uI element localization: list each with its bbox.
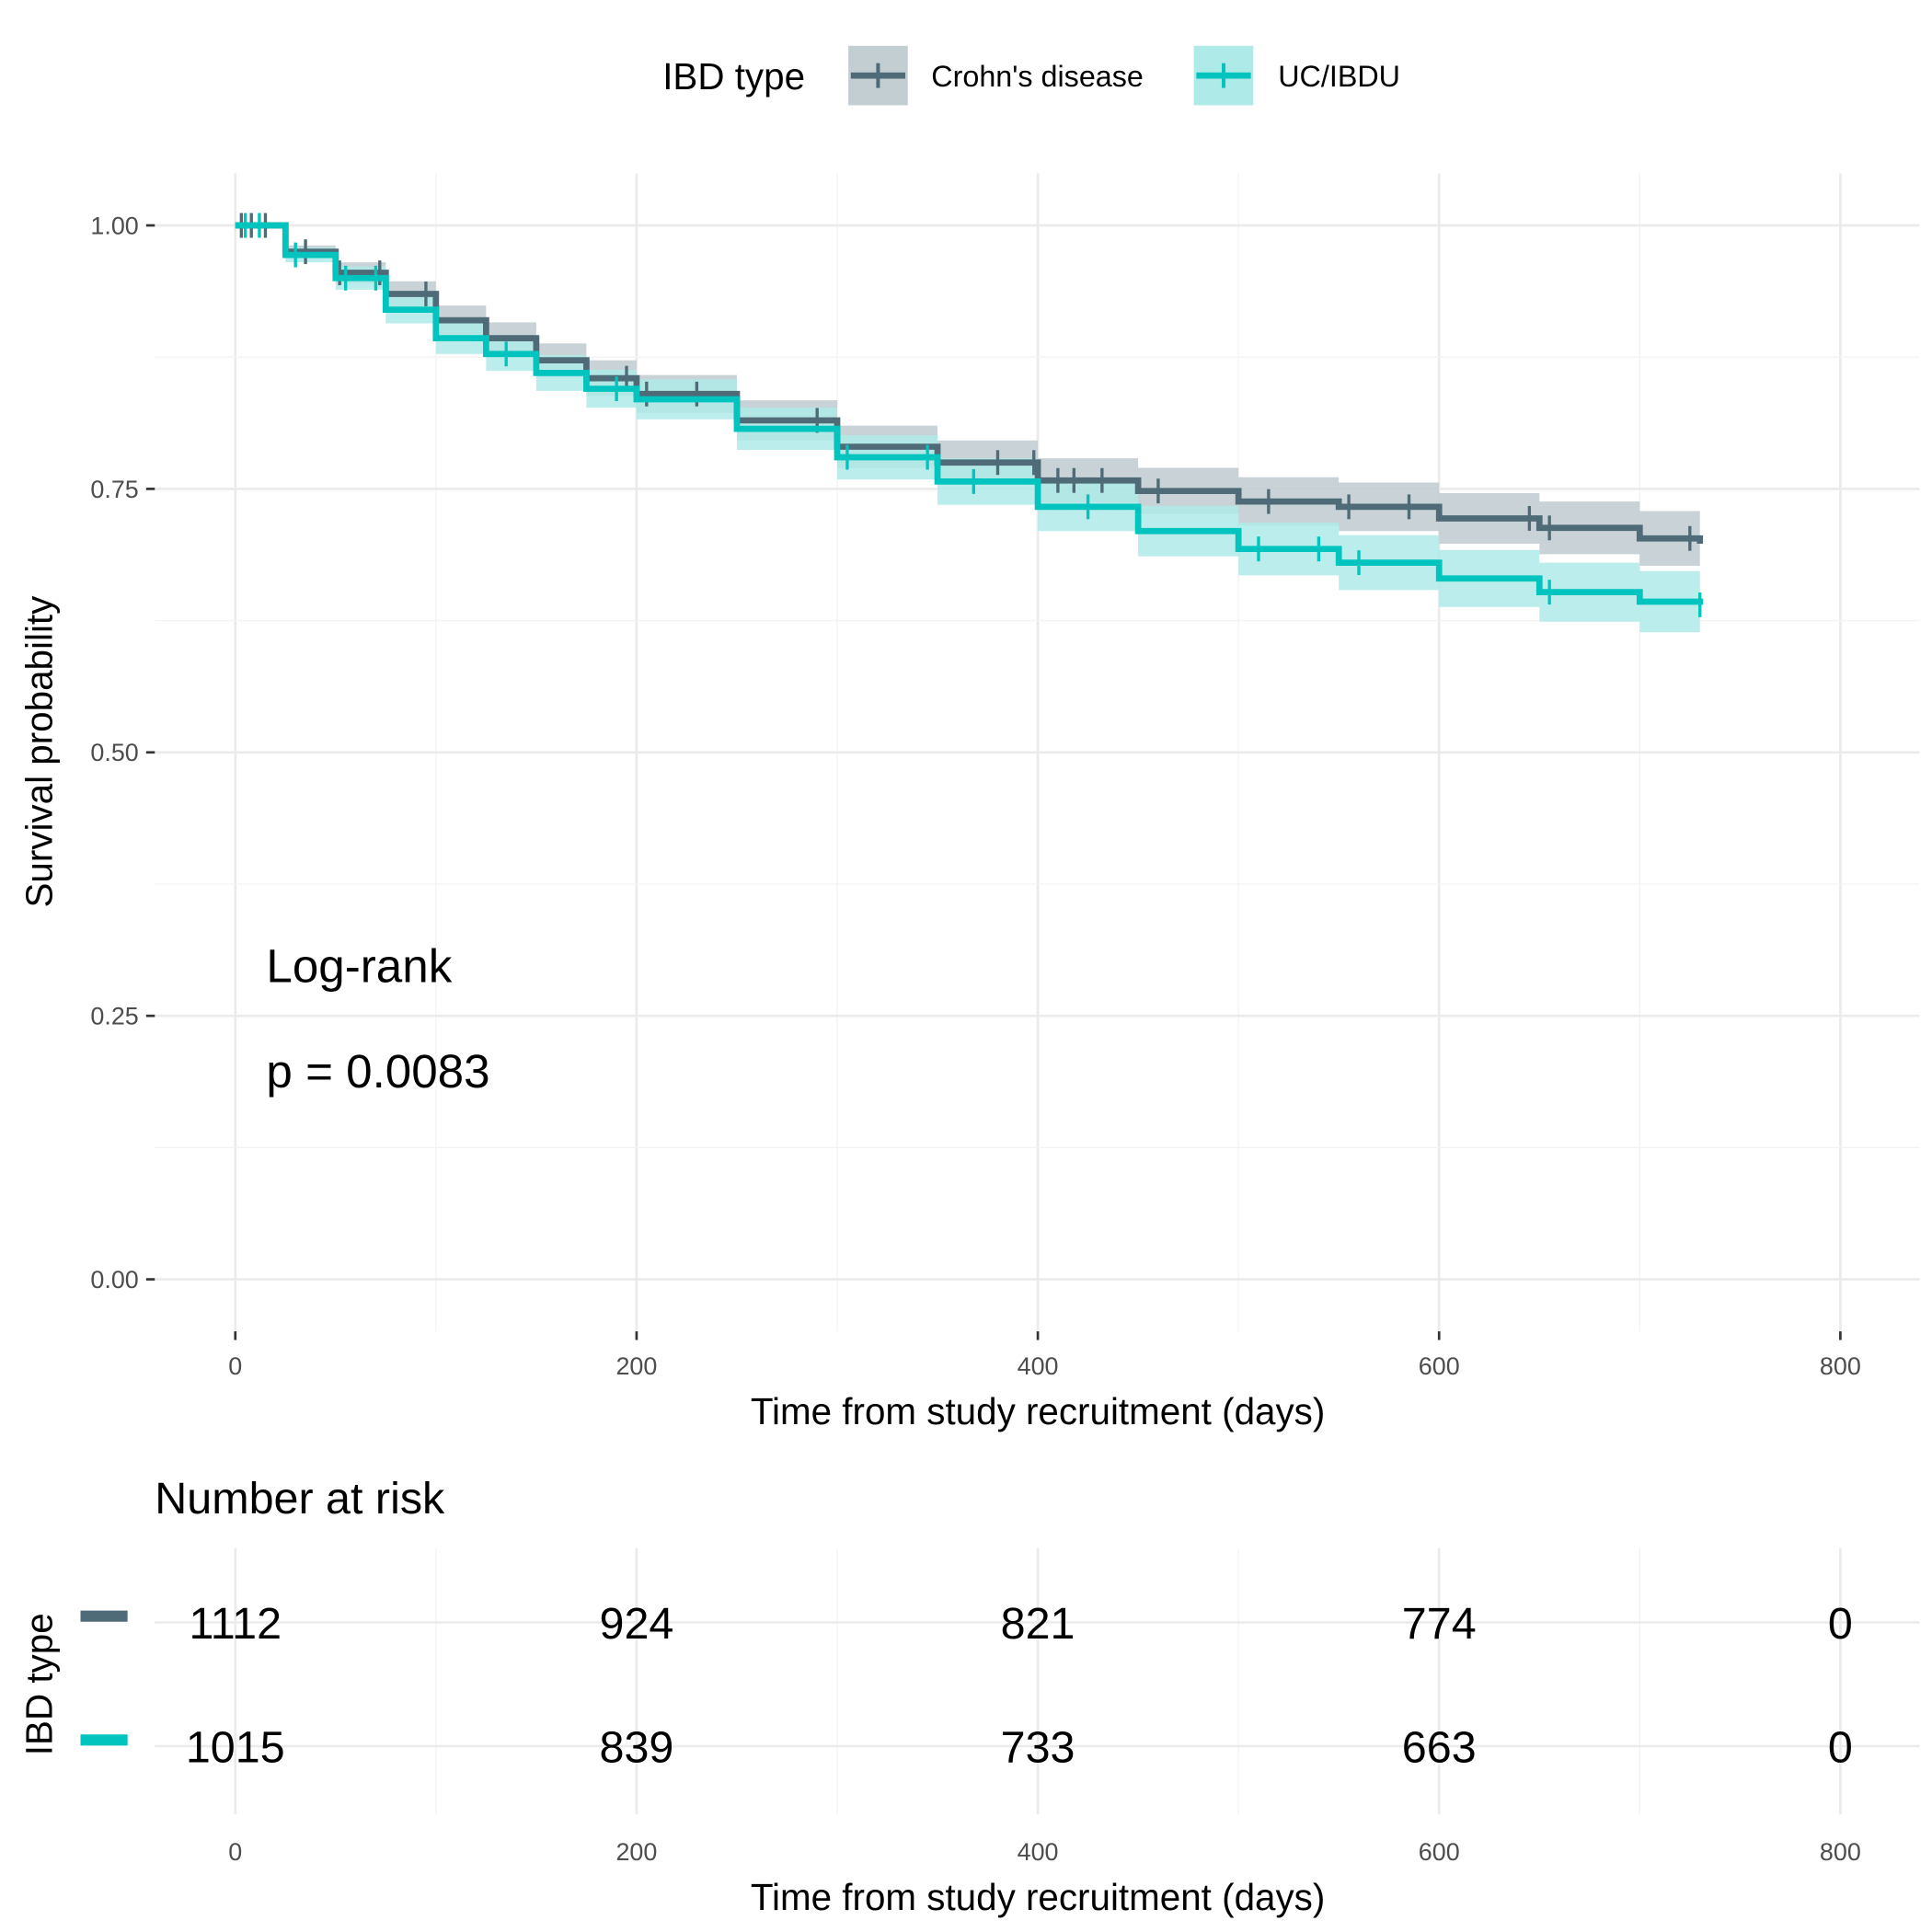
y-axis-label: Survival probability — [18, 595, 61, 908]
survival-line-crohns — [235, 222, 1704, 544]
legend-title: IBD type — [662, 55, 805, 98]
risk-x-tick-label: 0 — [228, 1838, 242, 1866]
grid — [155, 173, 1920, 1332]
risk-count: 774 — [1402, 1599, 1477, 1649]
legend-label-uc: UC/IBDU — [1278, 60, 1400, 93]
y-tick-label: 0.00 — [90, 1266, 138, 1294]
x-tick-label: 800 — [1820, 1352, 1861, 1380]
legend-label-crohns: Crohn's disease — [931, 60, 1144, 93]
x-axis-label: Time from study recruitment (days) — [751, 1390, 1325, 1432]
risk-x-tick-label: 200 — [615, 1838, 657, 1866]
risk-count: 663 — [1402, 1723, 1477, 1773]
confidence-bands — [235, 225, 1700, 637]
risk-count: 0 — [1828, 1723, 1853, 1773]
risk-x-tick-label: 800 — [1820, 1838, 1861, 1866]
axis-ticks: 0.00 0.25 0.50 0.75 1.00 0 0 200 200 400 400 600 600… — [90, 212, 1860, 1866]
risk-table-title: Number at risk — [155, 1474, 445, 1524]
risk-table: 1112 924 821 774 0 1015 839 733 663 0 — [80, 1599, 1853, 1773]
pvalue-label: p = 0.0083 — [266, 1045, 489, 1098]
survival-line-uc — [235, 222, 1704, 605]
risk-count: 0 — [1828, 1599, 1853, 1649]
y-tick-label: 1.00 — [90, 212, 138, 239]
logrank-label: Log-rank — [266, 940, 452, 993]
y-tick-label: 0.50 — [90, 739, 138, 766]
x-tick-label: 400 — [1018, 1352, 1059, 1380]
risk-x-tick-label: 400 — [1018, 1838, 1059, 1866]
y-tick-label: 0.25 — [90, 1003, 138, 1030]
risk-x-tick-label: 600 — [1419, 1838, 1460, 1866]
risk-table-y-label: IBD type — [18, 1613, 61, 1755]
y-tick-label: 0.75 — [90, 476, 138, 503]
survival-lines — [235, 213, 1704, 617]
x-tick-label: 200 — [615, 1352, 657, 1380]
risk-count: 733 — [1001, 1723, 1075, 1773]
risk-count: 924 — [600, 1599, 674, 1649]
risk-table-x-label: Time from study recruitment (days) — [751, 1876, 1325, 1918]
risk-count: 1015 — [186, 1723, 285, 1773]
ci-band-crohns — [235, 225, 1700, 572]
risk-table-grid — [155, 1547, 1920, 1815]
x-tick-label: 0 — [228, 1352, 242, 1380]
risk-count: 821 — [1001, 1599, 1075, 1649]
risk-count: 1112 — [189, 1599, 282, 1649]
x-tick-label: 600 — [1419, 1352, 1460, 1380]
risk-count: 839 — [600, 1723, 674, 1773]
ci-band-uc — [235, 225, 1700, 637]
